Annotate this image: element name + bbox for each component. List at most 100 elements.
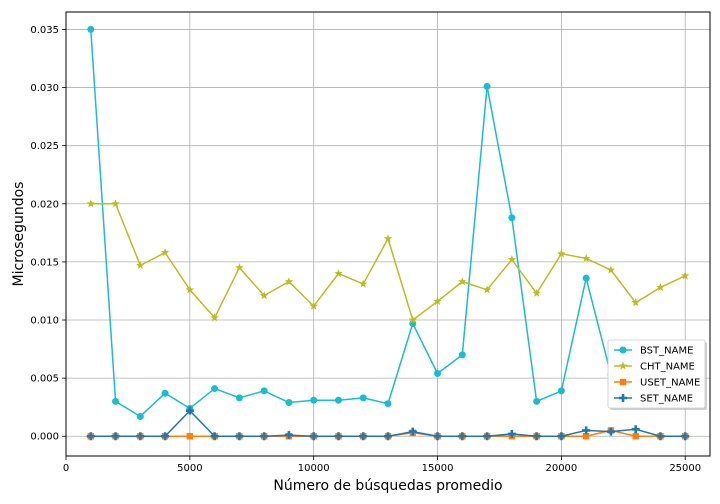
data-point-cht-name: [185, 285, 195, 294]
data-point-set-name: [507, 429, 516, 438]
data-point-set-name: [235, 432, 244, 441]
data-point-bst-name: [334, 396, 342, 404]
data-point-bst-name: [211, 385, 219, 393]
data-point-set-name: [631, 425, 640, 434]
data-point-set-name: [557, 432, 566, 441]
y-tick-label: 0.005: [30, 374, 59, 385]
data-point-bst-name: [434, 369, 442, 377]
data-point-bst-name: [557, 387, 565, 395]
data-point-set-name: [656, 432, 665, 441]
x-axis-ticks: 0 5000 10000 15000 20000 25000: [63, 456, 701, 474]
data-point-cht-name: [111, 199, 120, 208]
data-point-bst-name: [483, 82, 491, 90]
data-point-cht-name: [681, 271, 690, 280]
series-cht-name: [86, 199, 690, 324]
series-bst-name: [87, 25, 689, 420]
data-point-set-name: [260, 432, 269, 441]
data-point-cht-name: [458, 277, 467, 286]
grid-lines: [65, 12, 710, 456]
data-point-set-name: [483, 432, 492, 441]
data-point-cht-name: [631, 298, 640, 307]
data-point-bst-name: [310, 396, 318, 404]
x-tick-label: 10000: [298, 463, 330, 474]
data-point-bst-name: [136, 412, 144, 420]
data-point-bst-name: [582, 274, 590, 282]
series-layer: [86, 25, 690, 441]
data-point-cht-name: [557, 249, 566, 258]
data-point-cht-name: [235, 263, 244, 272]
x-tick-label: 15000: [422, 463, 454, 474]
data-point-cht-name: [507, 255, 517, 264]
legend-label-set-name: SET_NAME: [640, 394, 693, 405]
data-point-cht-name: [334, 269, 343, 278]
data-point-set-name: [136, 432, 145, 441]
legend-label-cht-name: CHT_NAME: [640, 362, 695, 373]
data-point-uset-name: [582, 433, 590, 440]
data-point-bst-name: [359, 394, 367, 402]
data-point-uset-name: [632, 433, 639, 440]
data-point-cht-name: [160, 248, 170, 257]
y-tick-label: 0.015: [30, 257, 59, 268]
data-point-bst-name: [533, 397, 541, 405]
data-point-cht-name: [359, 279, 368, 288]
data-point-bst-name: [112, 397, 120, 405]
x-tick-label: 0: [63, 463, 69, 474]
data-point-bst-name: [508, 214, 516, 222]
y-tick-label: 0.010: [30, 316, 59, 327]
y-tick-label: 0.030: [30, 83, 59, 94]
data-point-cht-name: [259, 291, 269, 300]
x-tick-label: 5000: [177, 463, 202, 474]
data-point-set-name: [284, 431, 293, 440]
data-point-set-name: [384, 432, 392, 441]
legend-marker-set-name: [619, 394, 627, 402]
plot-frame: [65, 11, 711, 457]
data-point-set-name: [309, 432, 318, 441]
data-point-bst-name: [161, 389, 169, 397]
data-point-set-name: [606, 427, 615, 436]
data-point-set-name: [334, 432, 343, 441]
data-point-cht-name: [581, 254, 591, 262]
y-tick-label: 0.000: [30, 432, 59, 443]
y-tick-label: 0.020: [30, 199, 59, 210]
data-point-bst-name: [384, 400, 392, 408]
data-point-bst-name: [260, 387, 268, 395]
data-point-cht-name: [482, 285, 492, 294]
data-point-set-name: [359, 432, 368, 441]
y-axis-label: Microsegundos: [11, 182, 27, 287]
data-point-uset-name: [186, 433, 194, 440]
data-point-set-name: [582, 426, 591, 435]
data-point-set-name: [111, 432, 120, 441]
data-point-set-name: [433, 432, 442, 441]
x-tick-label: 20000: [545, 463, 577, 474]
data-point-cht-name: [606, 265, 616, 274]
legend-marker-uset-name: [619, 378, 627, 386]
data-point-cht-name: [210, 313, 219, 322]
data-point-cht-name: [86, 199, 95, 208]
legend-marker-bst-name: [619, 346, 627, 354]
legend-box: [607, 339, 706, 409]
data-point-set-name: [681, 432, 690, 441]
series-set-name: [86, 406, 690, 441]
x-axis-label: Número de búsquedas promedio: [273, 478, 502, 494]
data-point-cht-name: [136, 260, 145, 269]
data-point-bst-name: [458, 351, 466, 359]
y-axis-ticks: 0.000 0.005 0.010 0.015 0.020 0.025 0.030 0.035: [30, 25, 66, 443]
x-tick-label: 25000: [669, 463, 701, 474]
data-point-cht-name: [408, 315, 417, 324]
legend-label-uset-name: USET_NAME: [640, 378, 700, 389]
legend-label-bst-name: BST_NAME: [640, 346, 693, 357]
y-tick-label: 0.035: [30, 25, 59, 36]
data-point-set-name: [408, 427, 417, 436]
data-point-cht-name: [284, 277, 294, 286]
data-point-cht-name: [309, 301, 318, 310]
data-point-set-name: [458, 432, 467, 441]
data-point-set-name: [161, 432, 170, 441]
data-point-set-name: [86, 432, 95, 441]
data-point-cht-name: [532, 288, 541, 297]
legend: BST_NAME CHT_NAME USET_NAME SET_NAME: [607, 339, 707, 410]
data-point-cht-name: [433, 297, 442, 305]
plot-background: [66, 12, 710, 456]
data-point-set-name: [210, 432, 219, 441]
data-point-cht-name: [383, 234, 393, 243]
